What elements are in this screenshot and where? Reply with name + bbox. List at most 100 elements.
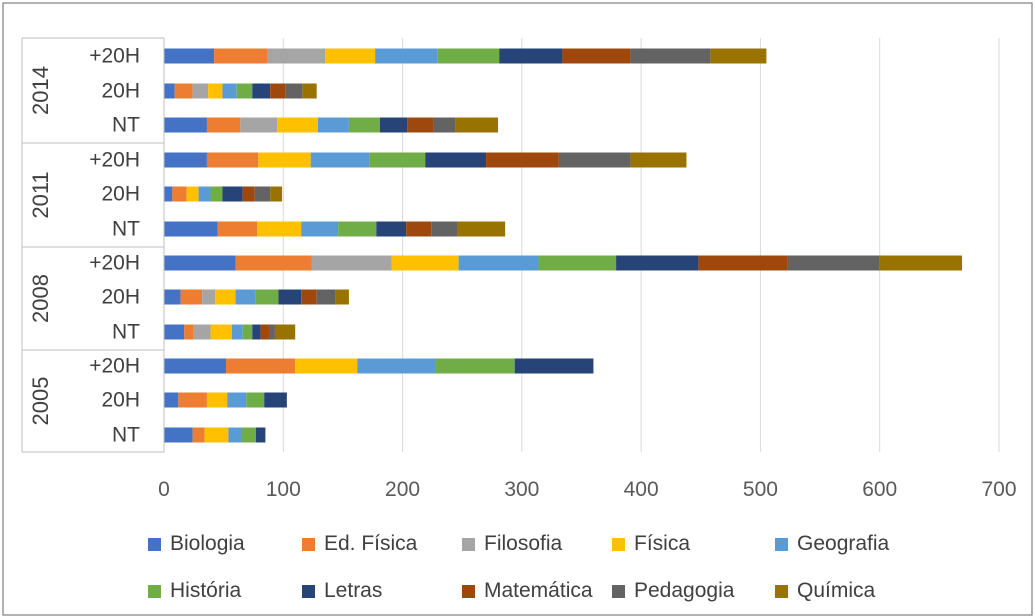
bar-segment xyxy=(310,152,370,168)
bar-segment xyxy=(242,186,255,202)
bar-segment xyxy=(278,289,302,305)
bar-segment xyxy=(254,186,271,202)
bar-segment xyxy=(226,358,296,374)
legend-item: Biologia xyxy=(148,532,245,556)
bar-segment xyxy=(710,48,767,64)
category-label: 20H xyxy=(101,80,140,103)
bar-segment xyxy=(260,324,269,340)
legend-item: História xyxy=(148,579,241,603)
bar-segment xyxy=(178,392,207,408)
bar-segment xyxy=(376,221,407,237)
category-label: NT xyxy=(112,424,140,447)
bar-segment xyxy=(231,324,243,340)
x-tick-label: 200 xyxy=(385,478,420,501)
bar-segment xyxy=(514,358,594,374)
group-label: 2011 xyxy=(28,171,53,218)
bar-segment xyxy=(164,358,227,374)
bar-segment xyxy=(235,255,312,271)
x-tick-label: 300 xyxy=(504,478,539,501)
bar-segment xyxy=(198,186,211,202)
bar-segment xyxy=(257,221,302,237)
category-label: NT xyxy=(112,218,140,241)
bar-segment xyxy=(338,221,377,237)
legend-swatch xyxy=(612,584,625,598)
legend-label: História xyxy=(170,579,242,602)
bar-segment xyxy=(252,83,271,99)
bar-segment xyxy=(210,186,223,202)
bar-segment xyxy=(270,186,283,202)
bar-segment xyxy=(486,152,559,168)
legend-label: Geografia xyxy=(797,532,890,555)
bar-segment xyxy=(267,48,326,64)
bar-segment xyxy=(458,255,539,271)
bar-segment xyxy=(274,324,296,340)
bar-segment xyxy=(425,152,487,168)
legend-item: Filosofia xyxy=(462,532,562,556)
legend-label: Biologia xyxy=(170,532,245,555)
bar-segment xyxy=(252,324,261,340)
bar-segment xyxy=(562,48,631,64)
group-label: 2005 xyxy=(28,377,53,426)
bar-segment xyxy=(357,358,436,374)
bar-segment xyxy=(202,289,216,305)
bar-segment xyxy=(268,324,275,340)
x-tick-label: 700 xyxy=(981,478,1016,501)
bar-segment xyxy=(630,48,711,64)
legend-swatch xyxy=(462,537,475,551)
bar-segment xyxy=(186,186,199,202)
bar-segment xyxy=(206,392,228,408)
bar-segment xyxy=(164,117,207,133)
bar-segment xyxy=(240,117,278,133)
bar-segment xyxy=(277,117,318,133)
bar-segment xyxy=(174,83,193,99)
category-label: +20H xyxy=(89,149,140,172)
bar-segment xyxy=(217,221,258,237)
bar-segment xyxy=(457,221,506,237)
legend-label: Pedagogia xyxy=(634,579,735,602)
bar-segment xyxy=(455,117,498,133)
x-tick-label: 0 xyxy=(158,478,170,501)
bar-segment xyxy=(206,117,241,133)
bar-segment xyxy=(285,83,303,99)
legend-item: Ed. Física xyxy=(302,532,417,556)
legend-label: Física xyxy=(634,532,691,555)
category-label: NT xyxy=(112,321,140,344)
legend-swatch xyxy=(302,537,315,551)
bar-segment xyxy=(241,427,256,443)
legend-item: Matemática xyxy=(462,579,593,603)
legend-item: Letras xyxy=(302,579,382,603)
category-label: NT xyxy=(112,114,140,137)
bar-segment xyxy=(222,186,243,202)
x-tick-label: 100 xyxy=(266,478,301,501)
bar-segment xyxy=(270,83,286,99)
bar-segment xyxy=(391,255,459,271)
bar-segment xyxy=(407,117,434,133)
bar-segment xyxy=(379,117,408,133)
bar-segment xyxy=(204,427,229,443)
bar-segment xyxy=(164,48,215,64)
legend-item: Química xyxy=(775,579,875,603)
bar-segment xyxy=(348,117,380,133)
bar-segment xyxy=(164,324,185,340)
bar-segment xyxy=(335,289,349,305)
bar-segment xyxy=(164,186,173,202)
bar-segment xyxy=(164,427,193,443)
bar-segment xyxy=(164,152,207,168)
bar-segment xyxy=(215,289,236,305)
bar-segment xyxy=(242,324,253,340)
bar-segment xyxy=(164,83,175,99)
group-label: 2008 xyxy=(28,274,53,323)
x-tick-label: 600 xyxy=(862,478,897,501)
category-label: 20H xyxy=(101,183,140,206)
bar-segment xyxy=(879,255,963,271)
bars xyxy=(164,48,963,443)
bar-segment xyxy=(558,152,631,168)
bar-segment xyxy=(301,221,339,237)
bar-segment xyxy=(193,324,211,340)
bar-segment xyxy=(227,392,247,408)
legend-label: Matemática xyxy=(484,579,593,602)
x-tick-label: 400 xyxy=(624,478,659,501)
